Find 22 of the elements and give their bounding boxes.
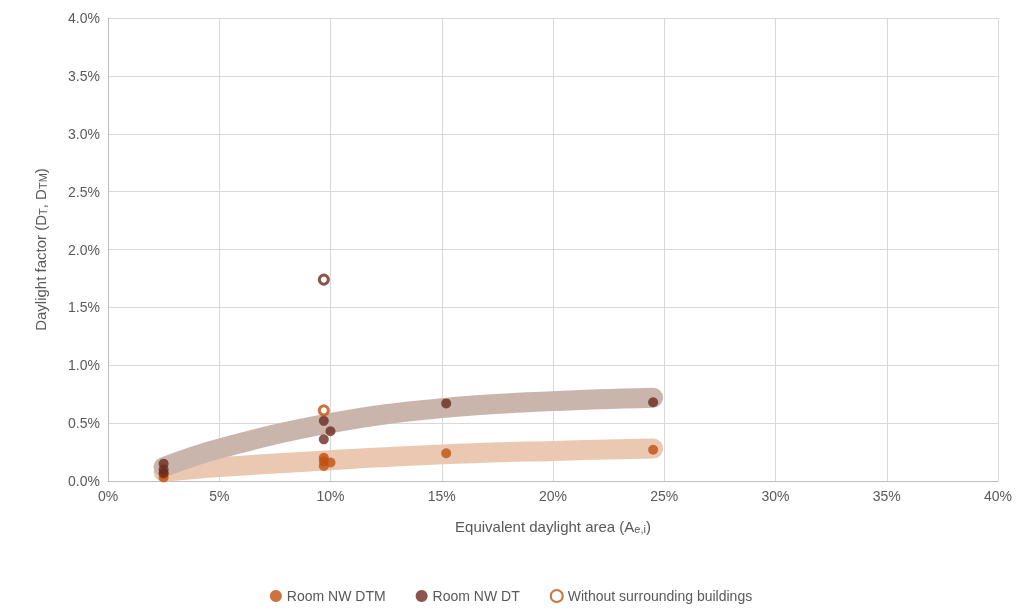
x-tick-label: 15% (427, 488, 456, 504)
y-tick-label: 4.0% (68, 10, 100, 26)
x-tick-label: 5% (209, 488, 230, 504)
legend-label: Room NW DT (432, 588, 521, 604)
x-axis-title: Equivalent daylight area (Ae,i) (455, 518, 651, 535)
x-tick-label: 30% (761, 488, 790, 504)
x-tick-label: 0% (97, 488, 119, 504)
x-tick-label: 20% (538, 488, 568, 504)
y-tick-label: 3.0% (68, 125, 100, 142)
legend-label: Room NW DTM (286, 588, 386, 604)
x-tick-label: 35% (872, 488, 901, 504)
y-tick-label: 1.0% (68, 357, 100, 374)
legend-label: Without surrounding buildings (567, 588, 753, 604)
y-tick-label: 2.5% (68, 183, 100, 200)
y-tick-label: 3.5% (68, 67, 100, 84)
y-tick-label: 2.0% (68, 241, 100, 258)
x-tick-label: 25% (650, 488, 679, 504)
y-tick-label: 0.5% (68, 415, 100, 432)
y-tick-label: 0.0% (68, 473, 100, 489)
x-tick-label: 10% (316, 488, 345, 504)
x-tick-label: 40% (983, 488, 1013, 504)
y-tick-label: 1.5% (68, 299, 100, 316)
